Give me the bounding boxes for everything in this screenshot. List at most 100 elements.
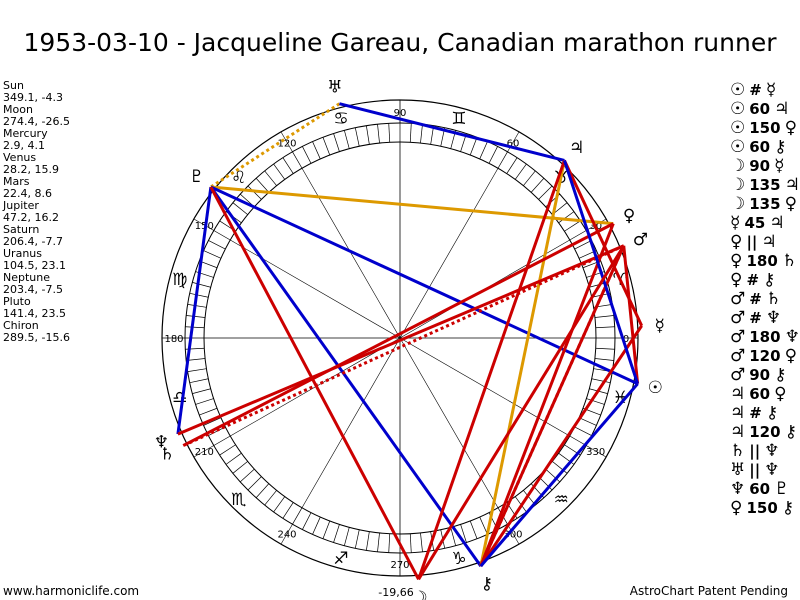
aspect-row: ♂ 180 ♆ <box>730 328 800 347</box>
aspect-planet-1: ♀ <box>730 232 743 252</box>
degree-tick <box>302 146 312 164</box>
planet-pluto-icon: ♇ <box>189 167 204 187</box>
aspect-symbol: 180 <box>746 252 778 270</box>
aspect-row: ♄ || ♆ <box>730 442 800 461</box>
degree-label: 0 <box>623 334 629 345</box>
degree-tick <box>545 468 561 483</box>
aspect-planet-1: ☽ <box>730 175 746 195</box>
aspect-row: ♀ 180 ♄ <box>730 252 800 271</box>
aspect-symbol: 60 <box>749 385 771 403</box>
aspect-planet-1: ♂ <box>730 308 746 328</box>
aspect-row: ♂ 120 ♀ <box>730 347 800 366</box>
aspect-planet-1: ☽ <box>730 156 746 176</box>
degree-tick <box>595 347 615 350</box>
aspect-planet-2: ♃ <box>769 213 785 233</box>
degree-tick <box>264 170 277 186</box>
aspect-line <box>182 222 614 447</box>
planet-coords-uranus: 104.5, 23.1 <box>3 259 66 272</box>
aspect-planet-1: ♃ <box>730 422 746 442</box>
aspect-planet-1: ☉ <box>730 137 746 157</box>
planet-name-sun: Sun <box>3 79 24 92</box>
aspect-planet-1: ☉ <box>730 118 746 138</box>
degree-tick <box>344 130 350 149</box>
degree-tick <box>333 133 340 152</box>
degree-label: 120 <box>277 138 296 149</box>
degree-tick <box>247 185 262 200</box>
planet-name-mercury: Mercury <box>3 127 48 140</box>
degree-tick <box>578 417 597 426</box>
aspect-planet-2: ♄ <box>765 289 782 309</box>
aspect-planet-1: ☉ <box>730 80 746 100</box>
aspect-line <box>209 186 483 567</box>
zodiac-sign-icon: ♊ <box>451 109 466 129</box>
degree-tick <box>530 177 545 193</box>
aspect-planet-1: ♅ <box>730 460 746 480</box>
degree-tick <box>574 240 592 250</box>
aspect-planet-1: ♃ <box>730 403 746 423</box>
aspect-planet-2: ♆ <box>765 308 782 328</box>
planet-name-jupiter: Jupiter <box>3 199 39 212</box>
planet-uranus-icon: ♅ <box>327 77 342 97</box>
aspect-planet-2: ☿ <box>774 156 785 176</box>
degree-tick <box>469 137 478 156</box>
aspect-line <box>622 245 640 384</box>
aspect-line <box>176 186 213 435</box>
degree-tick <box>219 444 236 456</box>
aspect-symbol: 90 <box>749 157 771 175</box>
planet-name-neptune: Neptune <box>3 271 51 284</box>
aspect-symbol: # <box>749 290 762 308</box>
aspect-symbol: 180 <box>749 328 781 346</box>
zodiac-sign-icon: ♒ <box>554 490 569 510</box>
aspect-symbol: # <box>749 81 762 99</box>
south-offset-label: -19,66 <box>378 586 413 599</box>
planet-coords-sun: 349.1, -4.3 <box>3 91 63 104</box>
degree-label: 270 <box>390 560 409 571</box>
degree-tick <box>264 490 277 506</box>
planet-name-mars: Mars <box>3 175 30 188</box>
aspect-row: ☉ # ☿ <box>730 81 800 100</box>
zodiac-sign-icon: ♐ <box>333 549 348 569</box>
degree-tick <box>488 146 498 164</box>
page-title: 1953-03-10 - Jacqueline Gareau, Canadian… <box>23 28 777 57</box>
planet-coords-neptune: 203.4, -7.5 <box>3 283 63 296</box>
degree-tick <box>460 524 467 543</box>
aspect-row: ♂ 90 ⚷ <box>730 366 800 385</box>
aspect-symbol: 90 <box>749 366 771 384</box>
degree-tick <box>187 368 207 372</box>
degree-tick <box>523 170 536 186</box>
degree-tick <box>538 185 553 200</box>
aspect-row: ♂ # ♆ <box>730 309 800 328</box>
footer-site-link[interactable]: www.harmoniclife.com <box>3 584 140 598</box>
aspect-planet-2: ⚷ <box>763 270 776 290</box>
aspect-row: ☽ 135 ♃ <box>730 176 800 195</box>
spoke-line-inner <box>399 168 499 339</box>
aspect-symbol: || <box>746 233 758 251</box>
aspect-planet-2: ♃ <box>761 232 777 252</box>
planet-moon-icon: ☽ <box>412 588 427 600</box>
degree-tick <box>273 163 286 180</box>
planet-name-venus: Venus <box>3 151 37 164</box>
aspect-symbol: 150 <box>749 119 781 137</box>
degree-tick <box>591 378 611 384</box>
aspect-row: ☉ 150 ♀ <box>730 119 800 138</box>
degree-label: 60 <box>507 138 520 149</box>
degree-tick <box>594 358 614 361</box>
degree-tick <box>569 230 587 241</box>
degree-label: 330 <box>586 447 605 458</box>
zodiac-sign-icon: ♓ <box>613 388 628 408</box>
planet-name-saturn: Saturn <box>3 223 40 236</box>
aspect-planet-2: ⚷ <box>784 422 798 442</box>
aspect-planet-2: ⚷ <box>774 137 787 157</box>
aspect-planet-1: ♆ <box>730 479 746 499</box>
degree-label: 210 <box>195 447 214 458</box>
aspect-row: ☿ 45 ♃ <box>730 214 800 233</box>
aspect-line <box>479 160 566 567</box>
aspect-line <box>417 159 566 580</box>
degree-tick <box>469 520 478 539</box>
planet-coords-moon: 274.4, -26.5 <box>3 115 70 128</box>
degree-tick <box>195 398 214 405</box>
aspect-symbol: 150 <box>746 499 778 517</box>
degree-tick <box>232 202 248 215</box>
degree-tick <box>186 358 206 361</box>
